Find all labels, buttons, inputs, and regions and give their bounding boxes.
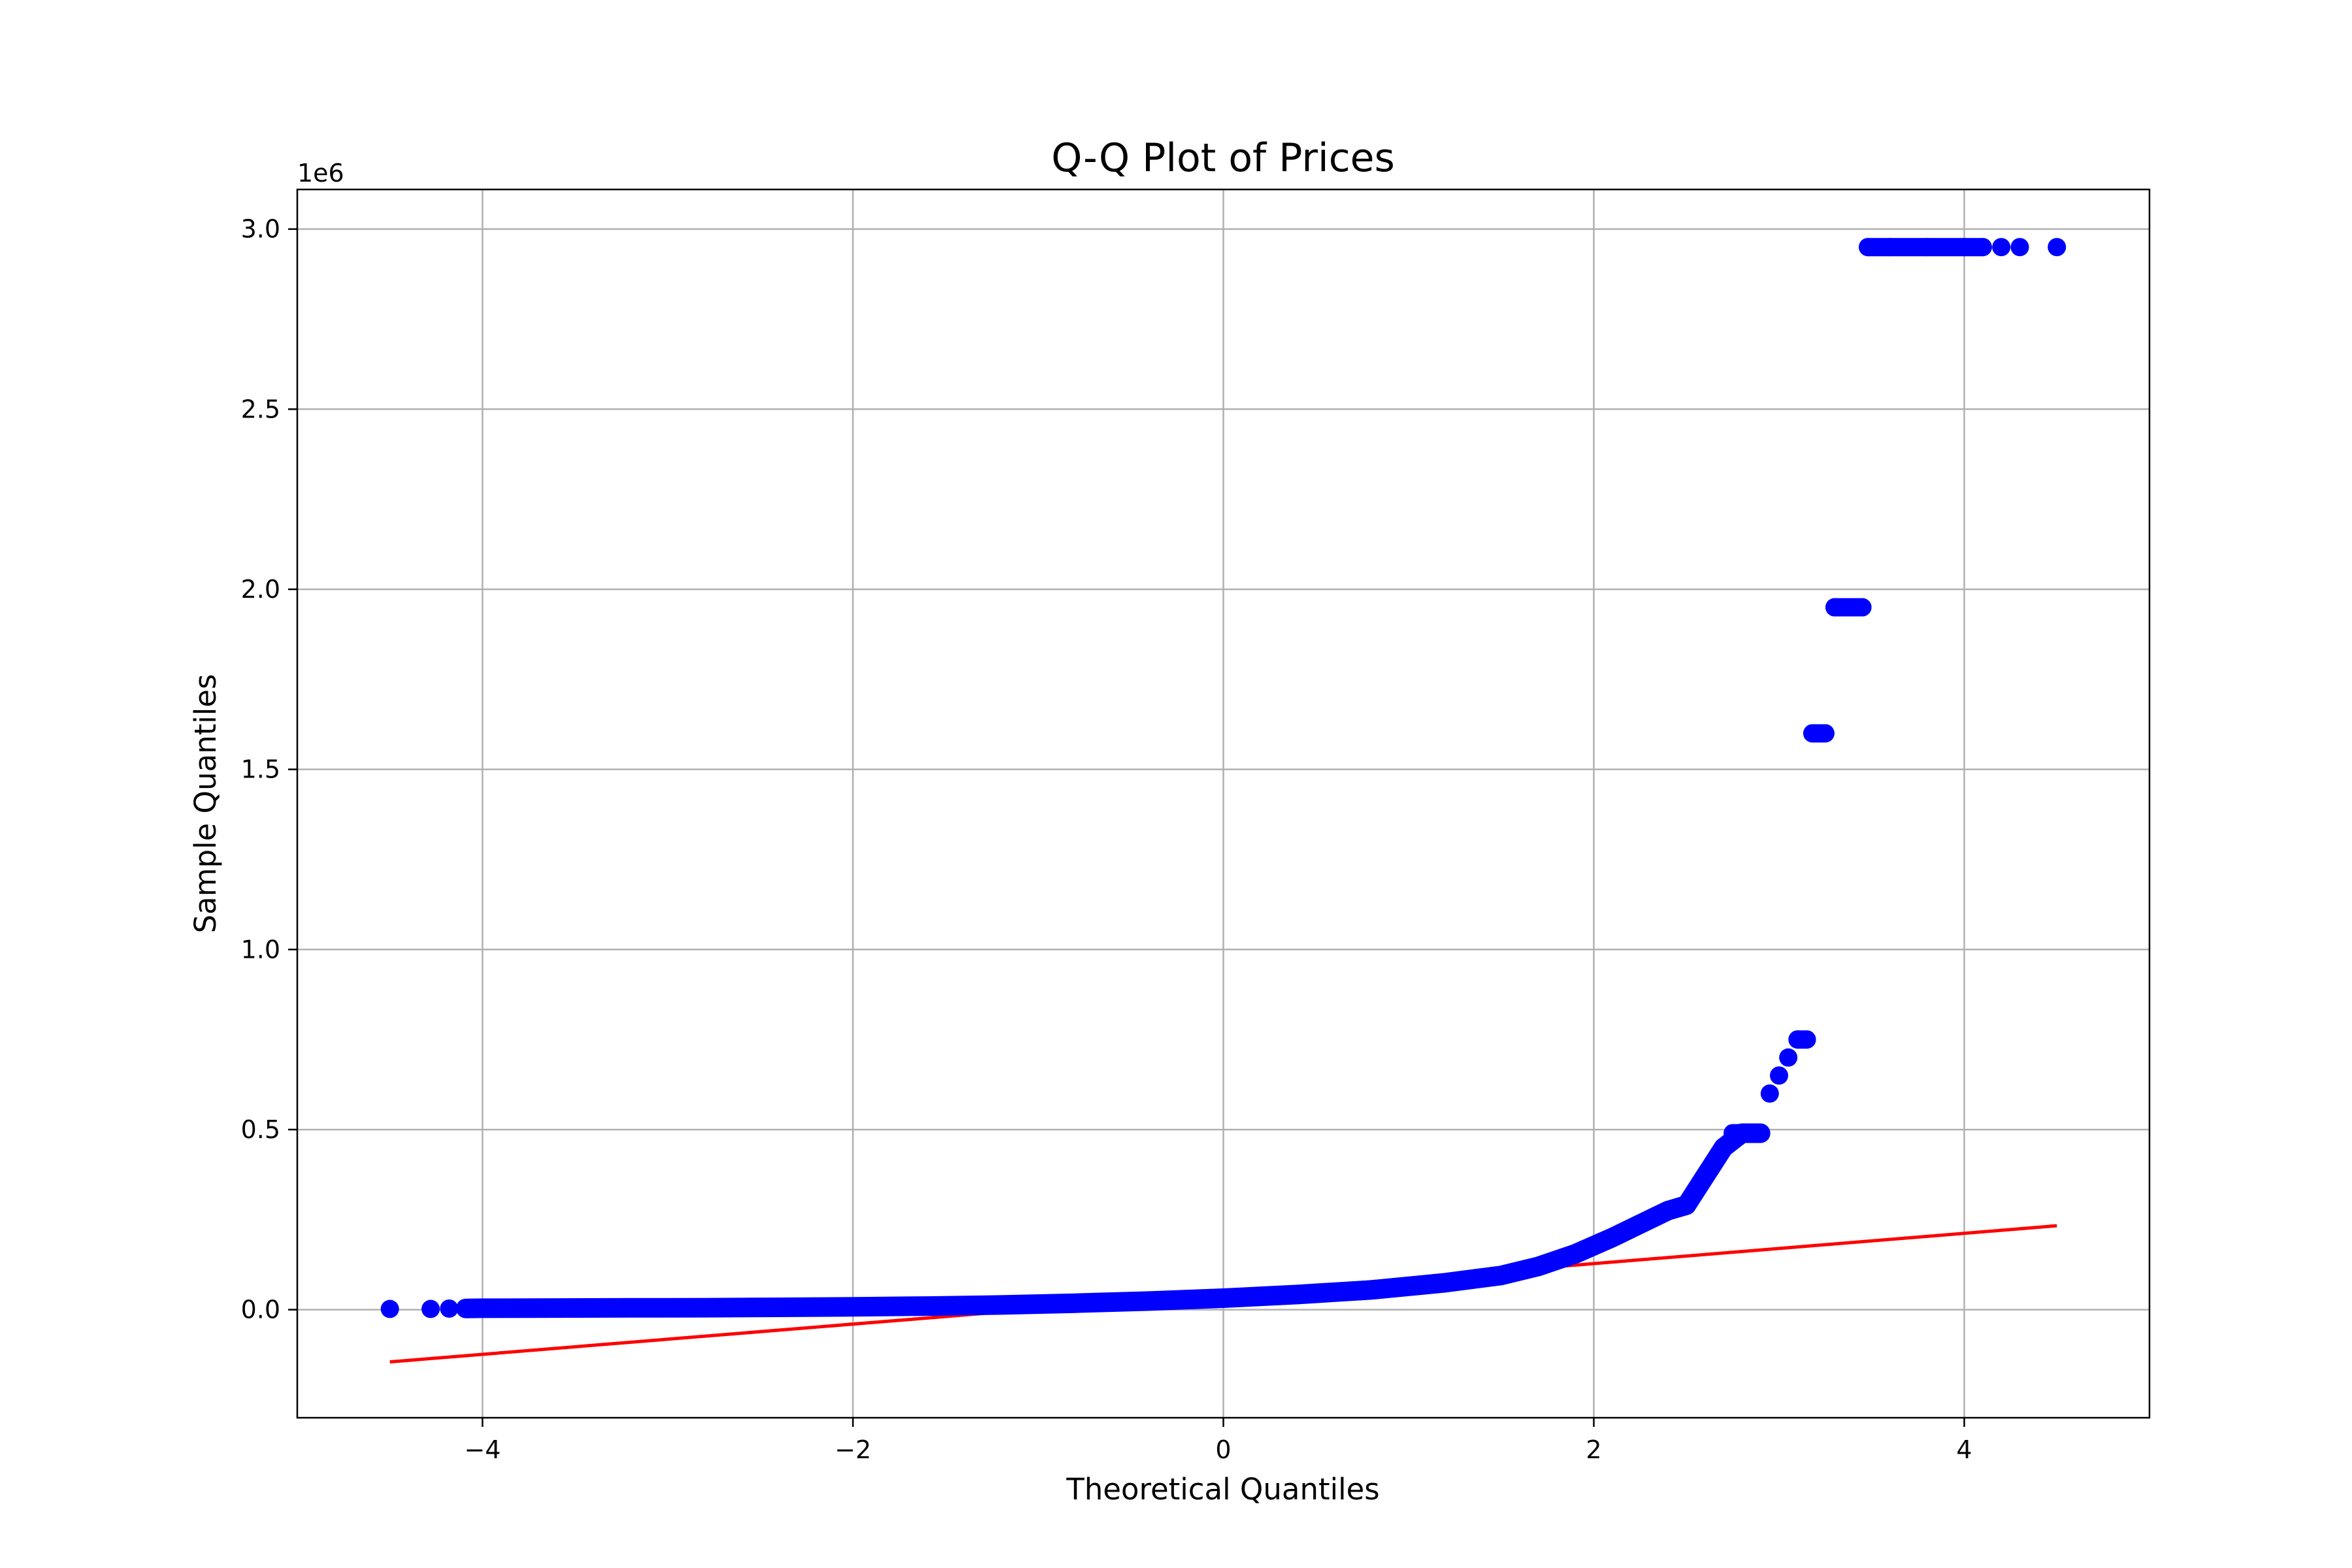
sample-point [1640,1210,1659,1229]
sample-point [992,1296,1011,1315]
x-tick-label: 0 [1215,1435,1231,1464]
x-tick-label: 4 [1956,1435,1972,1464]
sample-point [473,1299,492,1318]
y-tick-label: 0.0 [241,1296,280,1324]
y-tick-label: 1.0 [241,935,280,964]
y-axis-ticks: 0.0 0.5 1.0 1.5 2.0 2.5 3.0 [241,215,297,1324]
sample-point [1492,1266,1511,1285]
sample-point [1288,1285,1307,1304]
x-tick-label: 2 [1586,1435,1601,1464]
y-tick-label: 2.5 [241,395,280,423]
sample-point [1779,1048,1798,1067]
sample-point [770,1298,789,1317]
y-tick-label: 1.5 [241,755,280,784]
sample-point [421,1299,440,1318]
sample-point [1770,1066,1788,1085]
x-axis-ticks: −4 −2 0 2 4 [464,1418,1972,1464]
sample-point [1677,1196,1696,1215]
sample-point [440,1299,459,1318]
sample-point [917,1297,936,1316]
sample-point [380,1299,399,1318]
sample-point [456,1299,475,1318]
x-tick-label: −4 [464,1435,500,1464]
y-axis-label: Sample Quantiles [188,674,223,934]
sample-point [1695,1167,1714,1186]
sample-points-layer [380,238,2066,1318]
sample-point [1529,1257,1548,1276]
y-tick-label: 3.0 [241,215,280,244]
x-tick-label: −2 [834,1435,871,1464]
y-tick-label: 0.5 [241,1115,280,1144]
sample-point [1140,1292,1159,1311]
sample-point [547,1299,566,1318]
sample-point [1658,1201,1677,1220]
sample-point [1714,1138,1733,1157]
sample-point [621,1298,640,1317]
sample-point [1436,1273,1455,1292]
sample-point [2048,238,2066,257]
x-axis-label: Theoretical Quantiles [1066,1472,1380,1507]
sample-point [1992,238,2011,257]
sample-point [1566,1245,1585,1264]
sample-point [695,1298,714,1317]
sample-point [1760,1084,1779,1103]
sample-point [1066,1294,1085,1313]
sample-point [1603,1228,1622,1247]
sample-point [843,1298,862,1316]
sample-point [1705,1152,1723,1171]
chart-title: Q-Q Plot of Prices [1051,135,1395,181]
y-tick-label: 2.0 [241,575,280,604]
y-axis-offset-label: 1e6 [297,159,344,188]
sample-point [1362,1281,1381,1299]
sample-point [1214,1288,1233,1307]
sample-point [1686,1181,1705,1200]
sample-point [2010,238,2029,257]
